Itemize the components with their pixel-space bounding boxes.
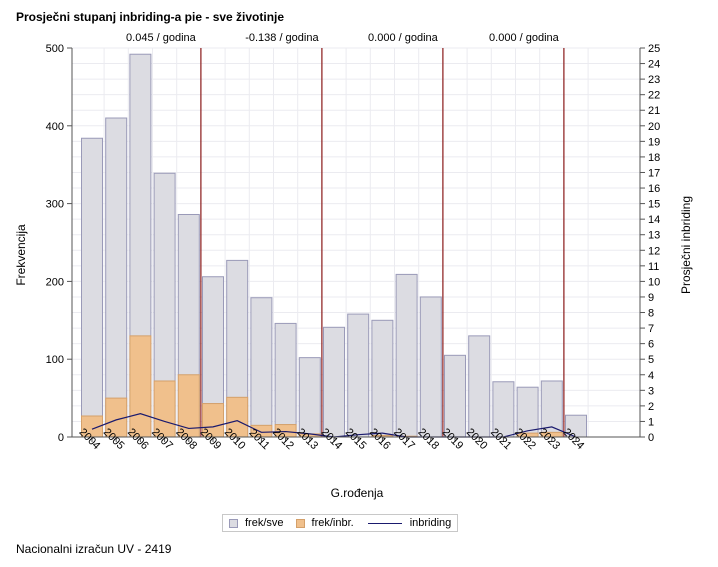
legend-label: inbriding <box>409 517 452 529</box>
y-tick-label: 0 <box>58 432 64 444</box>
reference-line-label: 0.000 / godina <box>489 32 560 44</box>
footer-text: Nacionalni izračun UV - 2419 <box>16 542 172 556</box>
legend-item: inbriding <box>366 517 452 529</box>
y2-tick-label: 12 <box>648 245 660 257</box>
y2-tick-label: 8 <box>648 308 654 320</box>
y2-tick-label: 2 <box>648 401 654 413</box>
y-tick-label: 500 <box>46 43 64 55</box>
y-axis-title: Frekvencija <box>14 224 28 286</box>
y2-tick-label: 23 <box>648 74 660 86</box>
y2-tick-label: 11 <box>648 261 659 273</box>
bar <box>81 137 103 438</box>
y2-tick-label: 7 <box>648 323 654 335</box>
reference-line-label: -0.138 / godina <box>245 32 319 44</box>
y2-axis-title: Prosječni inbriding <box>679 196 693 294</box>
y2-tick-label: 22 <box>648 90 660 102</box>
bar <box>129 335 152 438</box>
y2-tick-label: 19 <box>648 136 660 148</box>
y-tick-label: 200 <box>46 276 64 288</box>
y2-tick-label: 18 <box>648 152 660 164</box>
bar <box>105 117 128 438</box>
legend-item: frek/sve <box>229 517 284 529</box>
y2-tick-label: 20 <box>648 121 660 133</box>
chart-legend: frek/sve frek/inbr. inbriding <box>222 514 459 532</box>
y-tick-label: 400 <box>46 121 64 133</box>
bar <box>395 273 418 438</box>
y2-tick-label: 9 <box>648 292 654 304</box>
reference-line-label: 0.045 / godina <box>126 32 197 44</box>
y2-tick-label: 21 <box>648 105 660 117</box>
y-tick-label: 100 <box>46 354 64 366</box>
legend-line-swatch <box>367 522 402 524</box>
y2-tick-label: 16 <box>648 183 660 195</box>
legend-swatch <box>295 518 305 528</box>
x-axis-title: G.rođenja <box>331 486 384 500</box>
bar <box>323 326 345 438</box>
bar <box>274 322 297 438</box>
y-tick-label: 300 <box>46 199 64 211</box>
y2-tick-label: 15 <box>648 199 660 211</box>
bar <box>250 297 273 438</box>
bar <box>468 335 491 438</box>
reference-line-label: 0.000 / godina <box>368 32 439 44</box>
chart-plot: 0.045 / godina -0.138 / godina 0.000 / god… <box>14 32 693 500</box>
y2-tick-label: 17 <box>648 167 660 179</box>
series-frek-sve <box>81 53 587 438</box>
legend-label: frek/sve <box>245 517 284 529</box>
bar <box>298 357 321 438</box>
bar <box>347 313 370 438</box>
legend-swatch <box>229 518 238 528</box>
y2-tick-label: 25 <box>648 43 660 55</box>
y2-tick-label: 5 <box>648 354 654 366</box>
legend-item: frek/inbr. <box>295 517 354 529</box>
y2-tick-label: 4 <box>648 370 654 382</box>
y2-tick-label: 3 <box>648 385 654 397</box>
y2-tick-label: 14 <box>648 214 660 226</box>
y2-tick-label: 10 <box>648 276 660 288</box>
chart-title: Prosječni stupanj inbriding-a pie - sve … <box>16 10 285 24</box>
legend-label: frek/inbr. <box>311 517 354 529</box>
bar <box>419 296 442 438</box>
bar <box>444 354 466 438</box>
y2-tick-label: 13 <box>648 230 660 242</box>
y2-tick-label: 6 <box>648 339 654 351</box>
y2-tick-label: 24 <box>648 59 660 71</box>
y2-tick-label: 0 <box>648 432 654 444</box>
bar <box>371 319 394 438</box>
y2-tick-label: 1 <box>648 416 654 428</box>
